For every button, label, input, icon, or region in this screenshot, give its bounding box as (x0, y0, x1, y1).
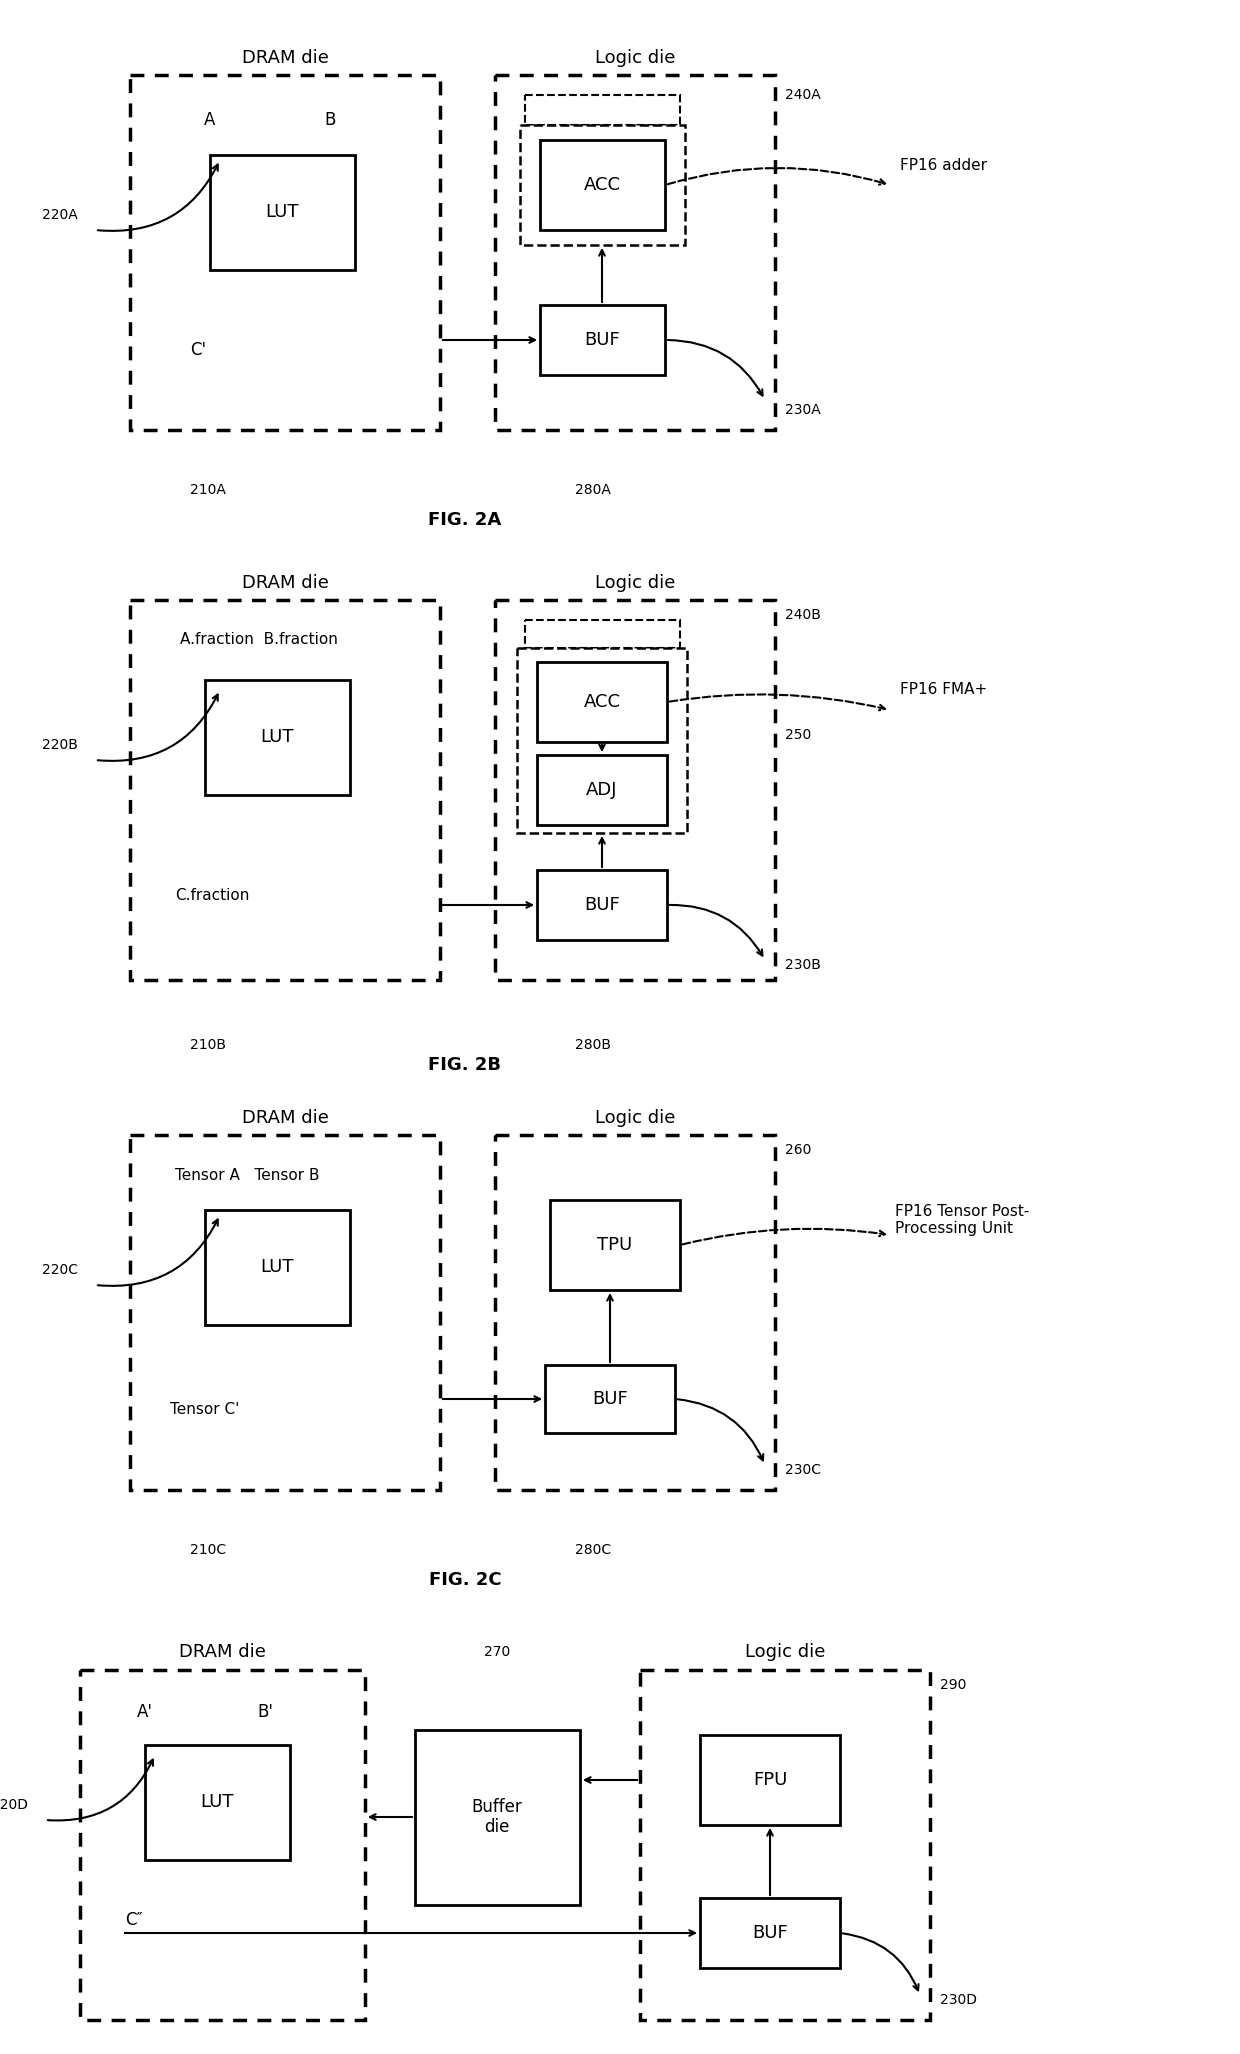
Text: BUF: BUF (753, 1925, 787, 1941)
Text: 290: 290 (940, 1678, 966, 1692)
Text: DRAM die: DRAM die (242, 573, 329, 592)
Bar (525, 94, 680, 125)
Bar (495, 76, 775, 429)
Bar (495, 600, 775, 980)
Text: ACC: ACC (584, 177, 620, 193)
Text: 220D: 220D (0, 1797, 29, 1812)
Bar (539, 304, 665, 376)
Bar (517, 647, 687, 834)
Text: 250: 250 (785, 727, 811, 741)
Text: A': A' (136, 1703, 153, 1721)
Text: A.fraction  B.fraction: A.fraction B.fraction (180, 633, 337, 647)
Bar (205, 680, 350, 795)
Text: 220B: 220B (42, 737, 78, 752)
Text: FIG. 2A: FIG. 2A (428, 511, 502, 530)
Bar (130, 76, 440, 429)
Bar (539, 140, 665, 230)
Text: 230A: 230A (785, 403, 821, 417)
Bar (495, 1136, 775, 1489)
Bar (415, 1729, 580, 1904)
Text: A: A (205, 111, 216, 129)
Text: Tensor C': Tensor C' (170, 1403, 239, 1417)
Text: C': C' (190, 341, 206, 359)
Text: BUF: BUF (584, 331, 620, 349)
Text: 230C: 230C (785, 1462, 821, 1477)
Text: 260: 260 (785, 1142, 811, 1156)
Text: 230B: 230B (785, 957, 821, 972)
Text: ADJ: ADJ (587, 781, 618, 799)
Bar (701, 1898, 839, 1968)
Text: LUT: LUT (265, 203, 299, 222)
Text: FP16 FMA+: FP16 FMA+ (900, 682, 987, 698)
Text: 280A: 280A (575, 483, 611, 497)
Bar (210, 154, 355, 269)
Text: FPU: FPU (753, 1771, 787, 1789)
Bar (130, 600, 440, 980)
Bar (537, 756, 667, 826)
Text: LUT: LUT (260, 1257, 294, 1276)
Text: 210B: 210B (190, 1037, 226, 1052)
Text: Tensor A   Tensor B: Tensor A Tensor B (175, 1167, 320, 1183)
Bar (551, 1200, 680, 1290)
Text: 210C: 210C (190, 1543, 226, 1557)
Text: FP16 adder: FP16 adder (900, 158, 987, 173)
Text: 210A: 210A (190, 483, 226, 497)
Bar (205, 1210, 350, 1325)
Text: 240B: 240B (785, 608, 821, 622)
Text: BUF: BUF (584, 896, 620, 914)
Bar (81, 1670, 365, 2019)
Bar (546, 1366, 675, 1434)
Bar (130, 1136, 440, 1489)
Bar (640, 1670, 930, 2019)
Bar (145, 1746, 290, 1861)
Text: FP16 Tensor Post-
Processing Unit: FP16 Tensor Post- Processing Unit (895, 1204, 1029, 1237)
Text: C″: C″ (125, 1910, 143, 1929)
Text: LUT: LUT (200, 1793, 234, 1812)
Text: 220A: 220A (42, 207, 78, 222)
Text: TPU: TPU (598, 1237, 632, 1255)
Text: LUT: LUT (260, 727, 294, 746)
Bar (525, 620, 680, 647)
Text: DRAM die: DRAM die (179, 1643, 265, 1662)
Text: 220C: 220C (42, 1263, 78, 1278)
Bar (537, 871, 667, 941)
Text: 280B: 280B (575, 1037, 611, 1052)
Text: 270: 270 (484, 1645, 510, 1660)
Text: 230D: 230D (940, 1992, 977, 2007)
Text: FIG. 2B: FIG. 2B (429, 1056, 501, 1074)
Text: Logic die: Logic die (595, 1109, 676, 1128)
Text: DRAM die: DRAM die (242, 49, 329, 68)
Text: B': B' (257, 1703, 273, 1721)
Text: Logic die: Logic die (595, 49, 676, 68)
Bar (520, 125, 684, 244)
Text: 280C: 280C (575, 1543, 611, 1557)
Text: 240A: 240A (785, 88, 821, 103)
Text: BUF: BUF (593, 1391, 627, 1407)
Text: FIG. 2C: FIG. 2C (429, 1571, 501, 1590)
Text: C.fraction: C.fraction (175, 887, 249, 902)
Text: DRAM die: DRAM die (242, 1109, 329, 1128)
Text: ACC: ACC (584, 692, 620, 711)
Bar (701, 1736, 839, 1826)
Text: Logic die: Logic die (595, 573, 676, 592)
Text: Logic die: Logic die (745, 1643, 825, 1662)
Bar (537, 661, 667, 741)
Text: B: B (325, 111, 336, 129)
Text: Buffer
die: Buffer die (471, 1797, 522, 1836)
